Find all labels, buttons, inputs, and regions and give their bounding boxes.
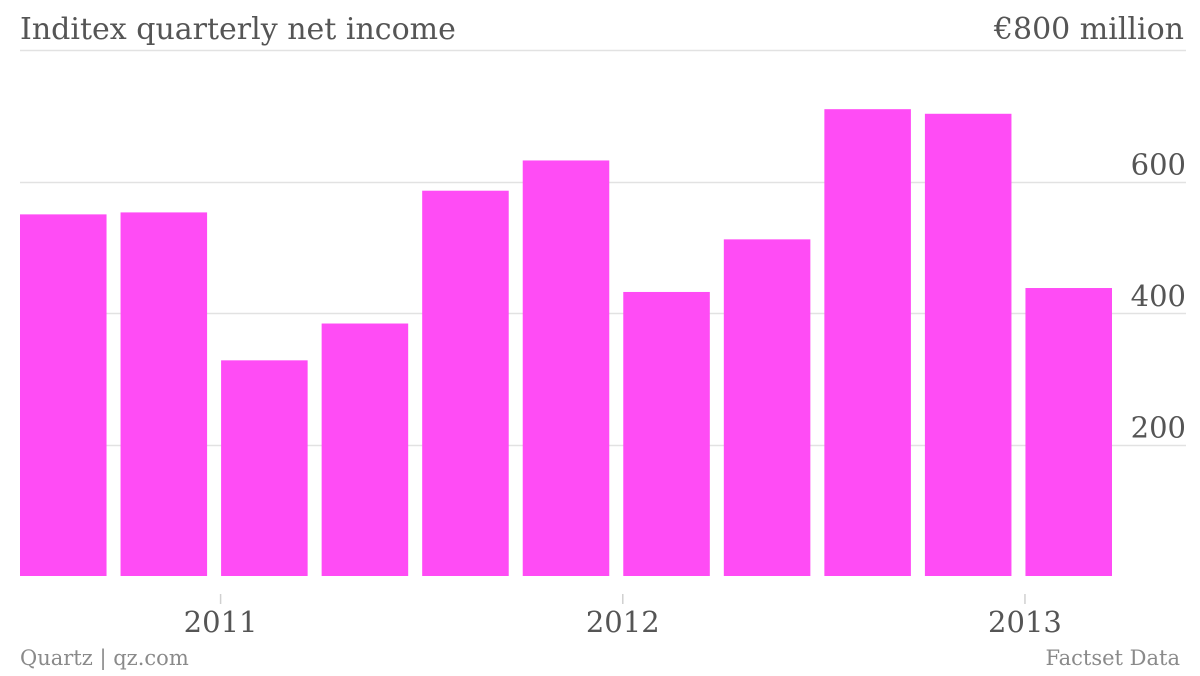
- bar: [1025, 288, 1112, 576]
- chart-title: Inditex quarterly net income: [20, 12, 456, 47]
- source-credit: Quartz | qz.com: [20, 646, 189, 670]
- x-tick-label: 2012: [586, 605, 660, 639]
- bar: [221, 360, 308, 576]
- y-tick-label: 600: [1131, 148, 1186, 182]
- bar: [20, 214, 107, 576]
- bar: [623, 291, 710, 576]
- bar: [120, 212, 208, 576]
- bar: [723, 239, 811, 577]
- bars: [20, 109, 1112, 577]
- bar: [522, 160, 610, 576]
- bar: [422, 190, 509, 576]
- y-tick-label: 400: [1131, 279, 1186, 313]
- x-tick-label: 2011: [184, 605, 258, 639]
- bar: [824, 109, 911, 577]
- bar: [924, 113, 1012, 576]
- y-tick-label: 200: [1131, 411, 1186, 445]
- data-source: Factset Data: [1045, 646, 1180, 670]
- x-ticks: 2011 2012 2013: [184, 594, 1062, 639]
- y-axis-top-label: €800 million: [993, 12, 1184, 47]
- y-tick-labels: 200 400 600: [1131, 148, 1186, 445]
- bar: [321, 323, 409, 576]
- x-tick-label: 2013: [988, 605, 1062, 639]
